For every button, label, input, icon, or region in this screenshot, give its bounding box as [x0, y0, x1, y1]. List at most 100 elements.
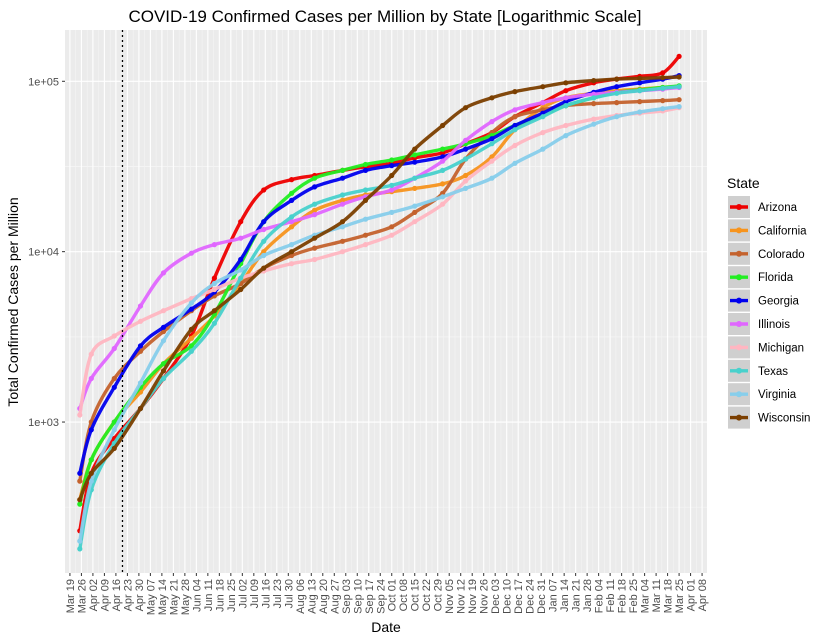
data-point-wisconsin [211, 308, 217, 314]
data-point-illinois [339, 201, 346, 207]
data-point-michigan [540, 130, 546, 136]
data-point-michigan [440, 201, 446, 207]
data-point-illinois [312, 212, 318, 218]
x-tick-label: Nov 12 [456, 579, 468, 614]
data-point-texas [591, 95, 597, 101]
data-point-wisconsin [137, 405, 144, 412]
x-tick-label: Oct 01 [387, 579, 399, 611]
data-point-colorado [362, 232, 369, 238]
data-point-texas [614, 90, 620, 96]
data-point-virginia [111, 427, 117, 433]
data-point-wisconsin [88, 470, 94, 476]
data-point-wisconsin [440, 122, 446, 129]
data-point-texas [637, 88, 643, 94]
data-point-virginia [339, 224, 346, 230]
series-virginia [77, 104, 682, 544]
y-axis: 1e+03 1e+04 1e+05 [28, 76, 65, 429]
data-point-georgia [362, 167, 369, 173]
legend-item-texas: Texas [728, 359, 788, 382]
data-point-michigan [591, 116, 597, 122]
data-point-illinois [88, 375, 94, 382]
legend-item-virginia: Virginia [728, 383, 797, 406]
data-point-florida [160, 361, 167, 367]
legend: State Arizona California Colorado Florida Ge… [727, 175, 810, 429]
data-point-georgia [289, 197, 295, 203]
data-point-texas [389, 182, 395, 188]
data-point-wisconsin [591, 78, 597, 84]
data-point-texas [540, 114, 546, 120]
x-tick-label: Apr 09 [99, 579, 111, 611]
data-point-florida [88, 457, 94, 463]
x-tick-label: Mar 25 [674, 579, 686, 613]
y-tick-label: 1e+04 [28, 247, 59, 259]
data-point-michigan [160, 308, 167, 314]
data-point-illinois [389, 187, 395, 193]
data-point-arizona [289, 177, 295, 183]
legend-label: Michigan [758, 342, 804, 354]
data-point-colorado [614, 100, 620, 106]
x-tick-label: Sep 10 [352, 579, 364, 614]
x-tick-label: Jul 30 [283, 579, 295, 608]
data-point-georgia [111, 384, 117, 390]
data-point-georgia [563, 99, 569, 105]
data-point-michigan [312, 256, 318, 263]
data-point-wisconsin [463, 105, 469, 111]
data-point-illinois [137, 303, 144, 309]
x-tick-label: Dec 10 [502, 579, 514, 614]
data-point-georgia [412, 159, 418, 165]
legend-label: Florida [758, 272, 794, 284]
data-point-michigan [412, 219, 418, 225]
y-tick-label: 1e+03 [28, 417, 59, 429]
data-point-michigan [77, 412, 83, 418]
x-tick-label: May 07 [145, 579, 157, 615]
data-point-arizona [563, 88, 569, 94]
data-point-texas [238, 275, 244, 281]
data-point-texas [77, 546, 83, 552]
series-layer [77, 53, 682, 552]
data-point-wisconsin [312, 235, 318, 241]
x-tick-label: Feb 11 [605, 579, 617, 612]
data-point-illinois [563, 95, 569, 101]
data-point-georgia [238, 256, 244, 263]
x-tick-label: Jun 25 [226, 579, 238, 612]
legend-item-michigan: Michigan [728, 336, 804, 359]
data-point-colorado [111, 375, 117, 382]
x-tick-label: Dec 03 [490, 579, 502, 614]
x-tick-label: Sep 03 [341, 579, 353, 614]
x-tick-label: Mar 19 [65, 579, 77, 613]
legend-label: Virginia [758, 389, 797, 401]
x-tick-label: Aug 20 [318, 579, 330, 614]
data-point-texas [563, 103, 569, 109]
data-point-california [188, 335, 194, 341]
data-point-florida [440, 146, 446, 152]
data-point-michigan [137, 318, 144, 324]
x-tick-label: Jul 09 [249, 579, 261, 608]
data-point-texas [440, 167, 446, 173]
data-point-texas [261, 238, 267, 244]
data-point-arizona [440, 150, 446, 156]
data-point-illinois [261, 226, 267, 233]
legend-item-arizona: Arizona [728, 196, 798, 218]
x-tick-label: Nov 05 [444, 579, 456, 614]
series-wisconsin [77, 74, 682, 503]
data-point-arizona [676, 53, 682, 60]
data-point-virginia [591, 121, 597, 127]
legend-key-point [736, 274, 742, 281]
data-point-florida [362, 161, 369, 168]
x-tick-label: Jul 16 [260, 579, 272, 608]
data-point-georgia [188, 306, 194, 312]
x-tick-label: Apr 23 [122, 579, 134, 611]
data-point-virginia [412, 203, 418, 209]
data-point-colorado [312, 245, 318, 251]
data-point-colorado [512, 114, 518, 120]
x-tick-label: Jul 02 [237, 579, 249, 608]
legend-item-florida: Florida [728, 266, 794, 289]
data-point-illinois [440, 158, 446, 164]
data-point-michigan [111, 333, 117, 339]
data-point-texas [312, 201, 318, 207]
x-tick-label: Sep 24 [375, 579, 387, 614]
legend-key-point [736, 297, 742, 304]
data-point-illinois [211, 242, 217, 248]
data-point-georgia [339, 175, 346, 181]
legend-key-point [736, 414, 742, 421]
